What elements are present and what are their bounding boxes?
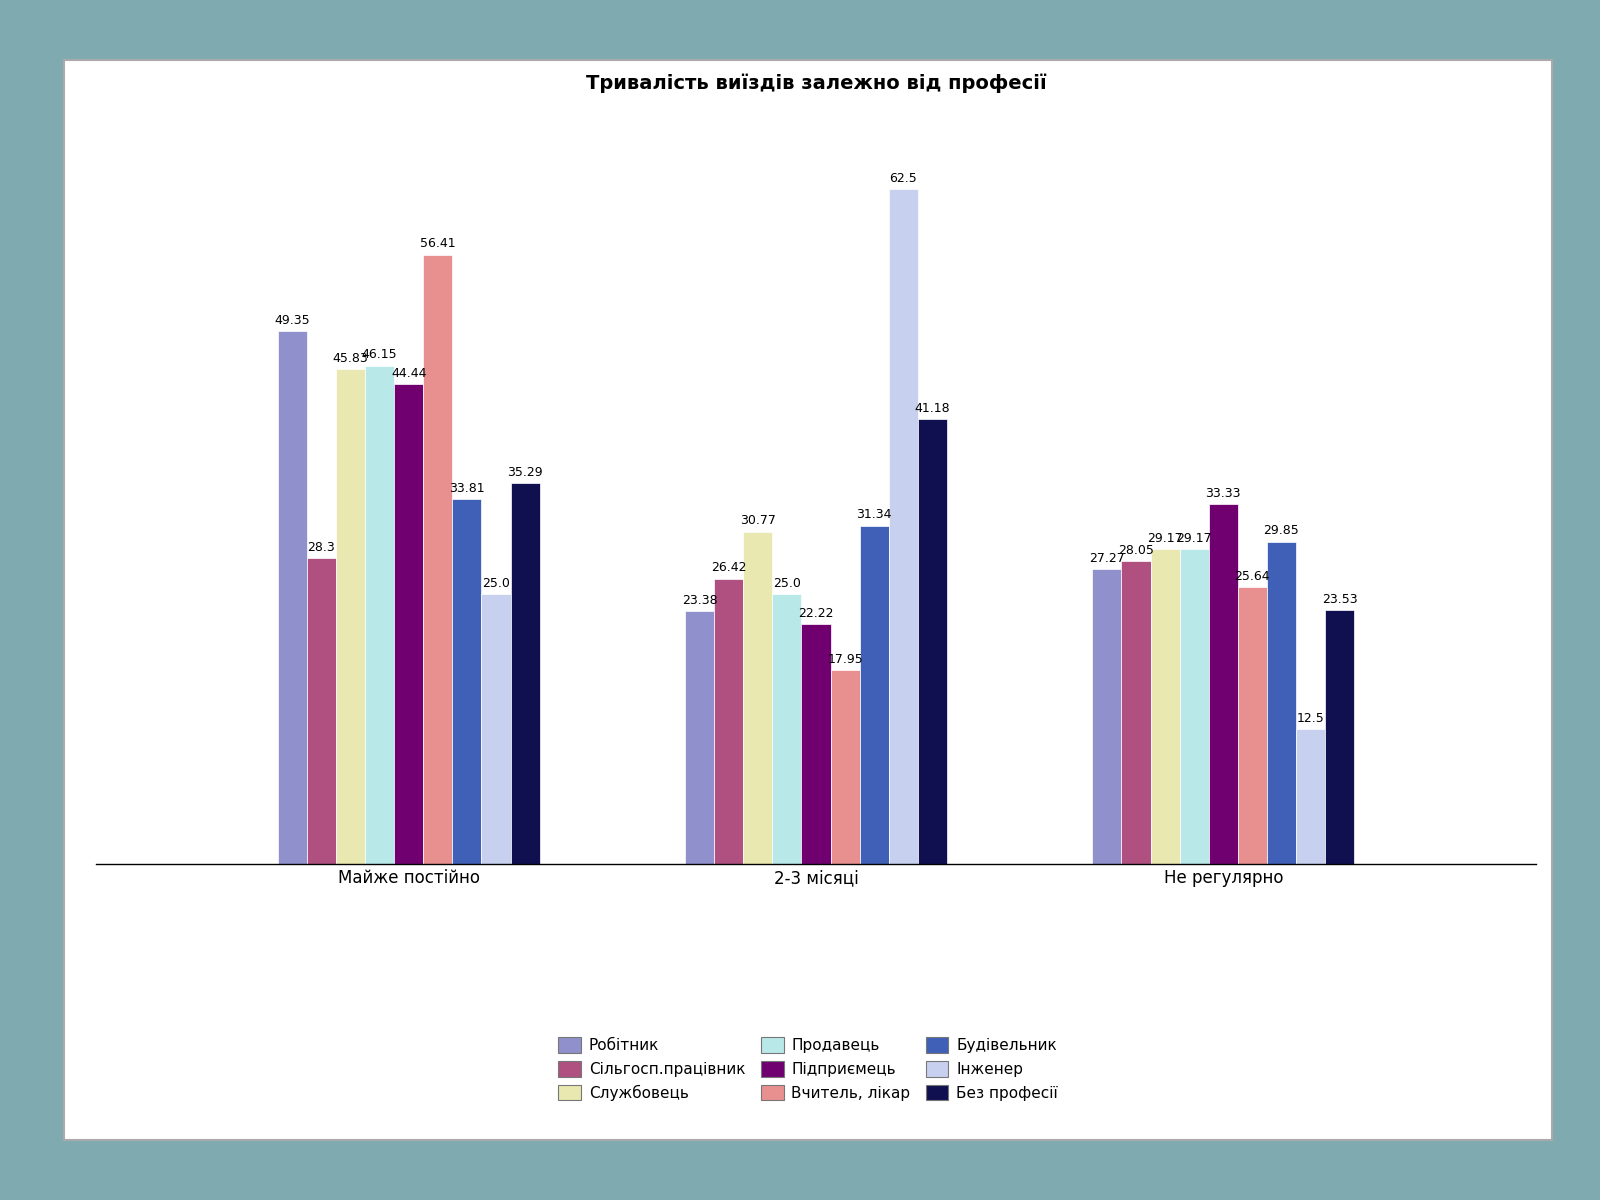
Text: 23.38: 23.38 (682, 594, 717, 607)
Bar (482, 594, 510, 864)
Text: 25.64: 25.64 (1235, 570, 1270, 583)
Text: 23.53: 23.53 (1322, 593, 1357, 606)
Legend: Робітник, Сільгосп.працівник, Службовець, Продавець, Підприємець, Вчитель, лікар: Робітник, Сільгосп.працівник, Службовець… (550, 1030, 1066, 1109)
Bar (1179, 548, 1208, 864)
Bar (802, 624, 830, 864)
Bar (830, 670, 859, 864)
Text: 49.35: 49.35 (275, 313, 310, 326)
Text: 29.17: 29.17 (1147, 532, 1182, 545)
Bar (1093, 570, 1122, 864)
Bar (1122, 562, 1150, 864)
Bar (744, 532, 773, 864)
Text: 45.83: 45.83 (333, 352, 368, 365)
Bar (1296, 728, 1325, 864)
Bar (1208, 504, 1238, 864)
Text: 12.5: 12.5 (1296, 712, 1325, 725)
Bar (336, 370, 365, 864)
Text: 44.44: 44.44 (390, 367, 427, 379)
Text: 28.05: 28.05 (1118, 544, 1154, 557)
Bar (1267, 541, 1296, 864)
Bar (859, 526, 888, 864)
Bar (453, 499, 482, 864)
Bar (888, 188, 918, 864)
Text: 35.29: 35.29 (507, 466, 542, 479)
Bar (1150, 548, 1179, 864)
Bar (424, 254, 453, 864)
Text: 27.27: 27.27 (1090, 552, 1125, 565)
Text: 25.0: 25.0 (773, 577, 802, 589)
Text: 17.95: 17.95 (827, 653, 862, 666)
Bar (918, 419, 947, 864)
Text: 26.42: 26.42 (710, 562, 747, 575)
Text: 28.3: 28.3 (307, 541, 336, 554)
Text: 25.0: 25.0 (482, 577, 510, 589)
Title: Тривалість виїздів залежно від професії: Тривалість виїздів залежно від професії (586, 73, 1046, 92)
Bar (365, 366, 394, 864)
Bar (714, 578, 744, 864)
Text: 29.17: 29.17 (1176, 532, 1211, 545)
Bar (510, 482, 539, 864)
Text: 33.33: 33.33 (1205, 487, 1242, 499)
Text: 62.5: 62.5 (890, 172, 917, 185)
Bar (1238, 587, 1267, 864)
Text: 30.77: 30.77 (739, 515, 776, 527)
Bar (394, 384, 424, 864)
Text: 31.34: 31.34 (856, 509, 891, 521)
Text: 22.22: 22.22 (798, 607, 834, 619)
Text: 46.15: 46.15 (362, 348, 397, 361)
Bar (685, 612, 714, 864)
Bar (307, 558, 336, 864)
Bar (278, 331, 307, 864)
Bar (773, 594, 802, 864)
Text: 29.85: 29.85 (1264, 524, 1299, 538)
Text: 56.41: 56.41 (421, 238, 456, 251)
Text: 41.18: 41.18 (915, 402, 950, 415)
Text: 33.81: 33.81 (450, 481, 485, 494)
Bar (1325, 610, 1354, 864)
